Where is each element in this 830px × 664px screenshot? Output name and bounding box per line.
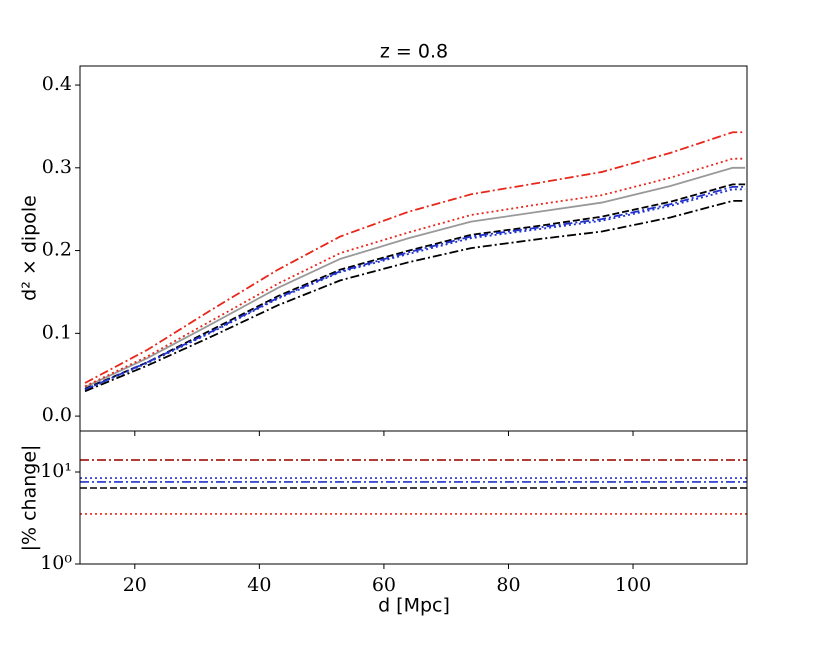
data-line — [84, 188, 746, 391]
data-line — [84, 131, 746, 384]
y-tick-label: 0.0 — [42, 404, 72, 426]
x-tick-label: 20 — [123, 574, 147, 596]
data-line — [84, 166, 746, 388]
y-tick-label: 0.2 — [42, 239, 72, 261]
x-tick-label: 60 — [372, 574, 396, 596]
x-tick-label: 40 — [247, 574, 271, 596]
y-tick-label: 0.4 — [42, 73, 72, 95]
y-tick-label: 0.3 — [42, 156, 72, 178]
data-line — [84, 157, 746, 388]
y-tick-label: 10¹ — [40, 460, 72, 482]
data-line — [84, 185, 746, 391]
y-tick-label: 10⁰ — [40, 552, 72, 574]
y-axis-label: |% change| — [19, 445, 41, 552]
y-axis-label: d² × dipole — [19, 195, 41, 301]
y-tick-label: 0.1 — [42, 321, 72, 343]
plot-frame — [79, 65, 748, 432]
x-tick-label: 100 — [615, 574, 651, 596]
x-axis-label: d [Mpc] — [378, 595, 450, 617]
plot-frame — [79, 430, 748, 565]
chart-title: z = 0.8 — [380, 41, 448, 63]
x-tick-label: 80 — [496, 574, 520, 596]
data-line — [84, 200, 746, 393]
data-line — [84, 183, 746, 390]
